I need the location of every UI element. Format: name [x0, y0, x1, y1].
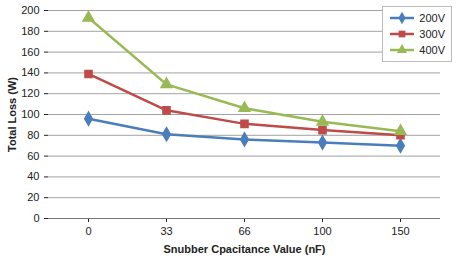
svg-text:66: 66 [238, 225, 250, 237]
svg-text:100: 100 [313, 225, 331, 237]
svg-text:140: 140 [21, 66, 39, 78]
svg-text:0: 0 [85, 225, 91, 237]
svg-text:Total Loss (W): Total Loss (W) [6, 77, 18, 152]
svg-text:180: 180 [21, 25, 39, 37]
html-text:300V: 300V [419, 28, 445, 40]
svg-text:33: 33 [160, 225, 172, 237]
html-text:400V: 400V [419, 44, 445, 56]
svg-text:160: 160 [21, 46, 39, 58]
svg-text:80: 80 [27, 129, 39, 141]
svg-text:0: 0 [33, 212, 39, 224]
svg-text:200: 200 [21, 4, 39, 16]
svg-text:120: 120 [21, 87, 39, 99]
svg-text:150: 150 [391, 225, 409, 237]
svg-text:Snubber Cpacitance Value (nF): Snubber Cpacitance Value (nF) [164, 243, 326, 255]
html-text:200V: 200V [419, 12, 445, 24]
svg-text:40: 40 [27, 170, 39, 182]
svg-text:60: 60 [27, 150, 39, 162]
svg-text:20: 20 [27, 191, 39, 203]
svg-text:100: 100 [21, 108, 39, 120]
